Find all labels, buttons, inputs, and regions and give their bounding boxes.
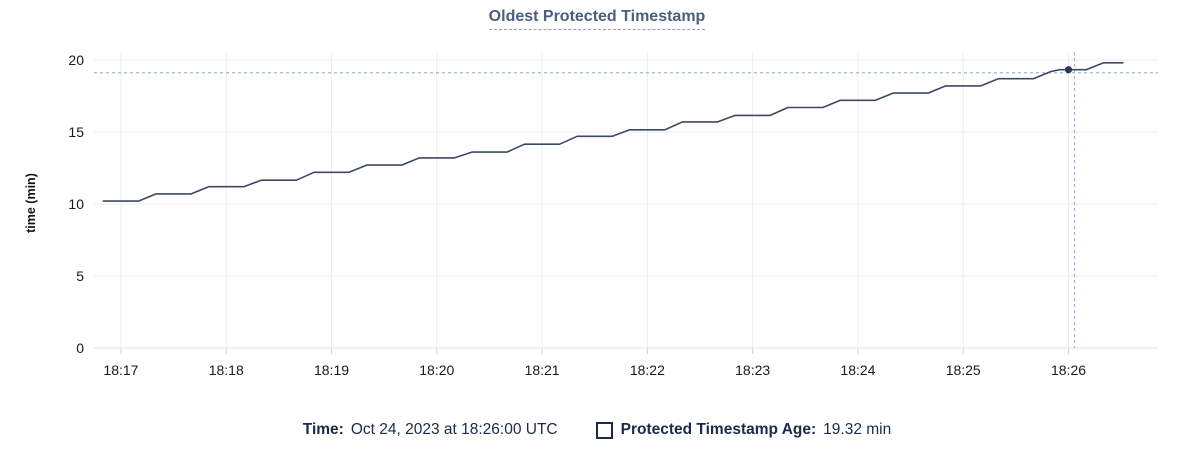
plot-hover-area[interactable]: [94, 48, 1158, 348]
legend-series-label: Protected Timestamp Age:: [620, 421, 817, 438]
x-tick-label: 18:21: [525, 362, 560, 378]
x-tick-label: 18:20: [419, 362, 454, 378]
timeseries-chart: 0 5 10 15 20 18:17 18:18 18:19 18:20 18:21 18:22 18…: [68, 48, 1158, 378]
chart-header: Oldest Protected Timestamp: [0, 8, 1194, 30]
legend-series-value: 19.32 min: [823, 421, 892, 438]
x-tick-label: 18:25: [946, 362, 981, 378]
legend-time-value: Oct 24, 2023 at 18:26:00 UTC: [350, 421, 558, 438]
x-tick-label: 18:17: [103, 362, 138, 378]
legend-time-item: Time: Oct 24, 2023 at 18:26:00 UTC: [303, 421, 558, 439]
x-tick-label: 18:24: [840, 362, 875, 378]
y-tick-label: 0: [76, 340, 84, 356]
y-axis-label: time (min): [24, 173, 38, 233]
highlight-point: [1064, 66, 1073, 74]
legend-series-checkbox[interactable]: [595, 421, 613, 439]
legend-time-label: Time:: [302, 421, 344, 438]
y-tick-label: 20: [68, 52, 84, 68]
y-tick-label: 5: [76, 268, 84, 284]
x-tick-label: 18:23: [735, 362, 770, 378]
series-line: [102, 61, 1124, 202]
x-tick-label: 18:26: [1051, 362, 1086, 378]
legend-series-item: Protected Timestamp Age: 19.32 min: [595, 421, 892, 439]
x-tick-label: 18:22: [630, 362, 665, 378]
y-tick-label: 10: [68, 196, 84, 212]
chart-title[interactable]: Oldest Protected Timestamp: [488, 8, 706, 30]
y-tick-label: 15: [68, 124, 84, 140]
x-tick-label: 18:18: [209, 362, 244, 378]
x-tick-label: 18:19: [314, 362, 349, 378]
chart-legend: Time: Oct 24, 2023 at 18:26:00 UTC Prote…: [0, 421, 1194, 439]
